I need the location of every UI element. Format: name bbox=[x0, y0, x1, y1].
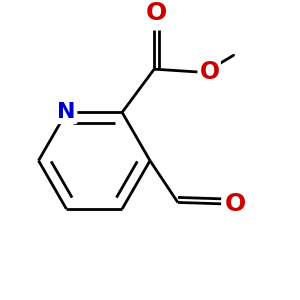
Text: O: O bbox=[146, 1, 167, 25]
Text: O: O bbox=[224, 192, 246, 216]
Text: N: N bbox=[57, 102, 76, 122]
Text: O: O bbox=[200, 60, 220, 84]
